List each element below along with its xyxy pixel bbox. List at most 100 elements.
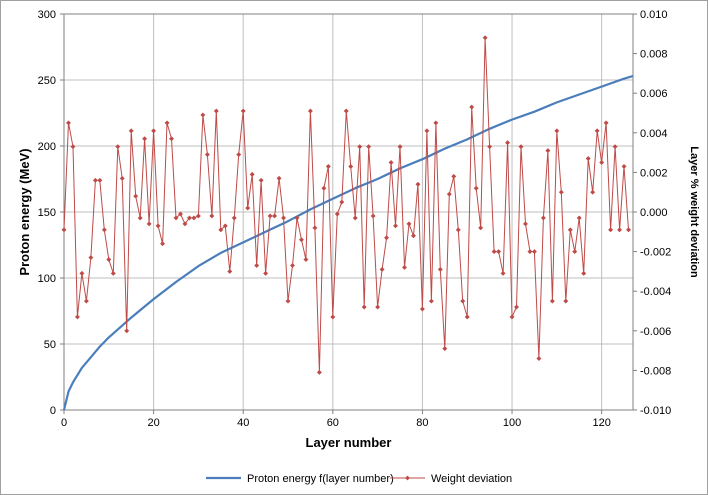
x-axis-title: Layer number	[306, 435, 392, 450]
deviation-point	[509, 314, 515, 320]
deviation-point	[316, 369, 322, 375]
deviation-point	[263, 270, 269, 276]
deviation-point	[590, 189, 596, 195]
deviation-point	[361, 304, 367, 310]
deviation-point	[83, 298, 89, 304]
deviation-point	[531, 249, 537, 255]
deviation-point	[500, 270, 506, 276]
y-tick-label: 250	[38, 75, 56, 87]
deviation-point	[115, 144, 121, 150]
deviation-point	[213, 108, 219, 114]
deviation-point	[142, 136, 148, 142]
deviation-point	[110, 270, 116, 276]
deviation-point	[585, 155, 591, 162]
deviation-point	[298, 237, 305, 243]
deviation-point	[339, 199, 345, 205]
deviation-point	[504, 140, 511, 146]
deviation-point	[549, 298, 555, 304]
deviation-point	[133, 193, 139, 199]
deviation-point	[558, 189, 564, 195]
y-tick-label: 0	[50, 405, 56, 417]
deviation-point	[576, 215, 582, 221]
deviation-point	[137, 215, 143, 221]
y2-tick-label: 0.002	[640, 167, 668, 179]
y2-tick-label: 0.008	[640, 49, 668, 61]
deviation-point	[164, 120, 170, 126]
deviation-point	[106, 256, 112, 263]
legend: Proton energy f(layer number) Weight dev…	[206, 473, 512, 485]
deviation-point	[267, 213, 273, 219]
deviation-point	[119, 175, 125, 181]
deviation-point	[325, 163, 331, 170]
deviation-point	[173, 215, 179, 221]
deviation-point	[487, 144, 493, 150]
y2-tick-label: 0.004	[640, 128, 668, 140]
deviation-point	[478, 225, 484, 231]
deviation-point	[168, 136, 175, 142]
deviation-point	[195, 213, 201, 219]
y2-tick-label: 0.010	[640, 9, 668, 21]
deviation-point	[79, 270, 85, 276]
deviation-point	[334, 211, 340, 217]
x-tick-label: 40	[237, 417, 249, 429]
deviation-point	[366, 144, 372, 150]
deviation-point	[397, 144, 403, 150]
deviation-point	[307, 108, 313, 114]
deviation-point	[518, 144, 524, 150]
deviation-point	[617, 227, 623, 233]
y2-tick-label: -0.004	[640, 286, 671, 298]
deviation-point	[496, 249, 502, 255]
deviation-point	[231, 215, 237, 221]
right-y-axis-title: Layer % weight deviation	[688, 146, 700, 278]
deviation-point	[151, 128, 157, 134]
deviation-point	[276, 175, 282, 181]
deviation-point	[101, 227, 107, 233]
deviation-point	[222, 223, 228, 229]
deviation-series-group	[61, 35, 632, 375]
x-tick-label: 120	[592, 417, 610, 429]
deviation-point	[375, 304, 381, 310]
deviation-point	[285, 298, 291, 304]
x-tick-label: 0	[61, 417, 67, 429]
deviation-point	[155, 223, 161, 229]
y2-tick-label: -0.008	[640, 365, 671, 377]
deviation-point	[357, 144, 363, 150]
y2-tick-label: 0.000	[640, 207, 668, 219]
deviation-point	[236, 152, 242, 158]
deviation-point	[200, 112, 206, 118]
deviation-point	[482, 35, 488, 41]
deviation-point	[536, 355, 542, 362]
y2-tick-label: -0.006	[640, 326, 671, 338]
deviation-point	[384, 235, 390, 241]
y-tick-label: 200	[38, 141, 56, 153]
deviation-point	[567, 227, 573, 233]
legend-deviation-marker	[405, 475, 410, 481]
deviation-point	[88, 254, 94, 261]
deviation-point	[473, 185, 479, 191]
deviation-point	[70, 144, 76, 150]
deviation-point	[186, 215, 193, 221]
deviation-point	[321, 185, 327, 191]
legend-deviation-label: Weight deviation	[431, 473, 512, 485]
left-y-axis-title: Proton energy (MeV)	[17, 148, 32, 275]
deviation-point	[258, 177, 264, 183]
deviation-point	[625, 227, 632, 233]
deviation-point	[272, 213, 278, 219]
x-tick-label: 20	[147, 417, 159, 429]
deviation-point	[599, 159, 605, 166]
deviation-point	[424, 128, 430, 134]
y-tick-label: 150	[38, 207, 56, 219]
deviation-point	[312, 225, 318, 231]
gridlines	[63, 13, 633, 411]
deviation-point	[442, 346, 448, 352]
deviation-point	[513, 304, 520, 310]
deviation-point	[469, 104, 475, 110]
deviation-point	[218, 227, 224, 233]
deviation-point	[245, 205, 251, 211]
deviation-point	[65, 120, 72, 126]
deviation-point	[563, 298, 569, 304]
y-tick-label: 300	[38, 9, 56, 21]
deviation-point	[289, 262, 296, 269]
deviation-point	[460, 298, 466, 304]
